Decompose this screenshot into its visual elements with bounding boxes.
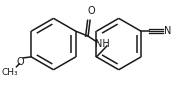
- Text: NH: NH: [95, 39, 109, 49]
- Text: N: N: [164, 26, 171, 36]
- Text: O: O: [17, 57, 24, 67]
- Text: O: O: [87, 6, 95, 16]
- Text: CH₃: CH₃: [1, 68, 18, 77]
